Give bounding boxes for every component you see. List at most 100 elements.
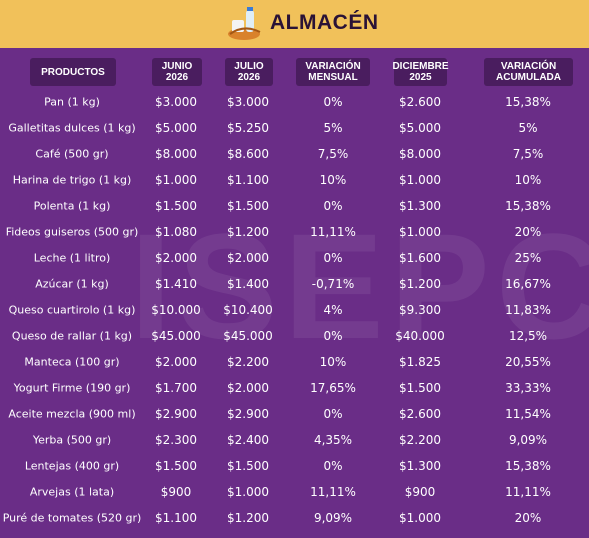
price-cell: 11,54% [505, 407, 551, 421]
product-name: Leche (1 litro) [33, 251, 111, 265]
column-header: PRODUCTOS [30, 58, 116, 86]
price-cell: $10.000 [151, 303, 201, 317]
price-cell: $2.000 [227, 251, 269, 265]
price-cell: $2.900 [155, 407, 197, 421]
price-cell: $2.000 [155, 251, 197, 265]
price-cell: $8.600 [227, 147, 269, 161]
product-name: Yogurt Firme (190 gr) [13, 381, 131, 395]
price-cell: 11,83% [505, 303, 551, 317]
price-cell: 0% [323, 95, 343, 109]
price-cell: $2.600 [399, 407, 441, 421]
price-cell: $2.300 [155, 433, 197, 447]
product-name: Fideos guiseros (500 gr) [5, 225, 139, 239]
price-cell: $3.000 [227, 95, 269, 109]
price-cell: $1.000 [399, 173, 441, 187]
product-name: Arvejas (1 lata) [29, 485, 115, 499]
price-cell: $1.700 [155, 381, 197, 395]
product-name: Aceite mezcla (900 ml) [8, 407, 136, 421]
price-cell: 17,65% [310, 381, 356, 395]
price-cell: -0,71% [311, 277, 355, 291]
icon [228, 7, 261, 40]
price-cell: 15,38% [505, 459, 551, 473]
price-cell: 10% [319, 355, 347, 369]
price-cell: $1.000 [399, 511, 441, 525]
product-name: Pan (1 kg) [44, 95, 100, 109]
price-cell: 4,35% [313, 433, 353, 447]
price-cell: $45.000 [151, 329, 201, 343]
price-cell: $1.080 [155, 225, 197, 239]
price-cell: 11,11% [310, 485, 356, 499]
price-cell: $1.600 [399, 251, 441, 265]
product-name: Puré de tomates (520 gr) [2, 511, 142, 525]
product-name: Yerba (500 gr) [32, 433, 112, 447]
price-cell: 10% [319, 173, 347, 187]
price-cell: $1.300 [399, 459, 441, 473]
price-cell: $8.000 [155, 147, 197, 161]
price-cell: $5.250 [227, 121, 269, 135]
price-cell: 10% [514, 173, 542, 187]
price-cell: 12,5% [508, 329, 548, 343]
price-cell: $2.600 [399, 95, 441, 109]
price-cell: $1.000 [399, 225, 441, 239]
price-cell: 0% [323, 329, 343, 343]
price-cell: 16,67% [505, 277, 551, 291]
price-cell: $1.500 [227, 199, 269, 213]
price-cell: $2.200 [399, 433, 441, 447]
price-cell: 7,5% [512, 147, 544, 161]
column-header: JULIO 2026 [225, 58, 273, 86]
price-cell: $2.900 [227, 407, 269, 421]
price-cell: $40.000 [395, 329, 445, 343]
price-cell: 15,38% [505, 95, 551, 109]
price-cell: 15,38% [505, 199, 551, 213]
price-cell: $2.400 [227, 433, 269, 447]
price-cell: $45.000 [223, 329, 273, 343]
price-cell: $1.500 [155, 199, 197, 213]
price-cell: 11,11% [505, 485, 551, 499]
price-cell: $5.000 [155, 121, 197, 135]
price-cell: $1.100 [227, 173, 269, 187]
product-name: Azúcar (1 kg) [35, 277, 109, 291]
price-cell: 0% [323, 407, 343, 421]
price-cell: $900 [160, 485, 192, 499]
price-cell: 20% [514, 225, 542, 239]
price-cell: $1.000 [227, 485, 269, 499]
product-name: Manteca (100 gr) [24, 355, 120, 369]
product-name: Lentejas (400 gr) [24, 459, 120, 473]
price-cell: $3.000 [155, 95, 197, 109]
column-header: VARIACIÓN ACUMULADA [484, 58, 573, 86]
column-header: DICIEMBRE 2025 [392, 58, 449, 86]
price-cell: $2.200 [227, 355, 269, 369]
price-cell: $1.200 [399, 277, 441, 291]
price-cell: 0% [323, 251, 343, 265]
price-cell: 25% [514, 251, 542, 265]
price-cell: 0% [323, 199, 343, 213]
price-cell: $5.000 [399, 121, 441, 135]
price-cell: $1.500 [155, 459, 197, 473]
product-name: Polenta (1 kg) [33, 199, 111, 213]
price-cell: 5% [518, 121, 538, 135]
product-name: Harina de trigo (1 kg) [12, 173, 132, 187]
product-name: Café (500 gr) [35, 147, 109, 161]
price-cell: $9.300 [399, 303, 441, 317]
price-cell: $2.000 [155, 355, 197, 369]
price-cell: $10.400 [223, 303, 273, 317]
column-header: JUNIO 2026 [152, 58, 202, 86]
price-cell: $1.500 [399, 381, 441, 395]
price-cell: $2.000 [227, 381, 269, 395]
price-cell: 4% [323, 303, 343, 317]
price-cell: 9,09% [508, 433, 548, 447]
product-name: Queso cuartirolo (1 kg) [8, 303, 136, 317]
price-cell: 5% [323, 121, 343, 135]
price-cell: $1.300 [399, 199, 441, 213]
price-cell: $8.000 [399, 147, 441, 161]
price-cell: $1.200 [227, 511, 269, 525]
product-name: Galletitas dulces (1 kg) [8, 121, 136, 135]
price-cell: 0% [323, 459, 343, 473]
price-cell: $1.400 [227, 277, 269, 291]
price-cell: $1.100 [155, 511, 197, 525]
price-cell: $900 [404, 485, 436, 499]
price-cell: 20% [514, 511, 542, 525]
price-cell: 20,55% [505, 355, 551, 369]
price-cell: $1.410 [155, 277, 197, 291]
